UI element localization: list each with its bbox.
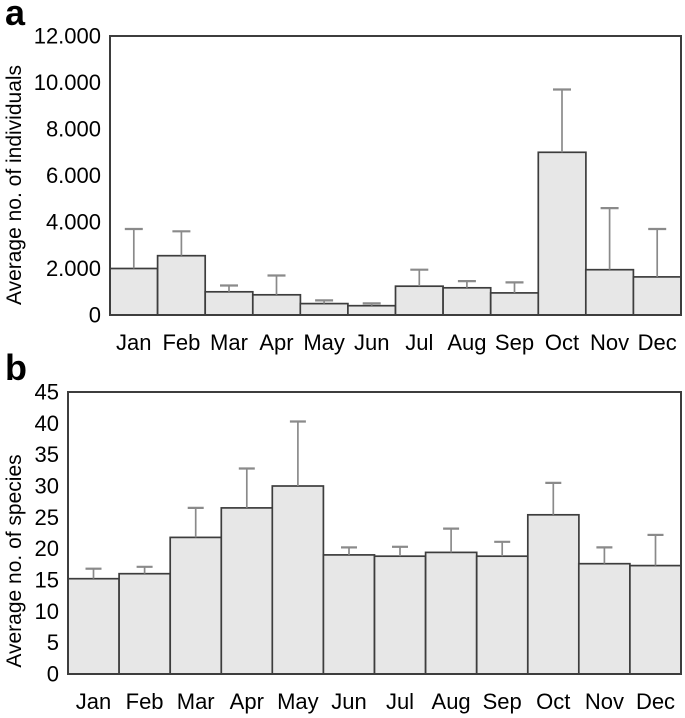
- xtick-label-b: May: [277, 689, 319, 714]
- bar-a-may: [299, 302, 349, 316]
- bar-a-feb: [156, 254, 207, 316]
- xtick-label-b: Jun: [331, 689, 366, 714]
- xtick-label-a: Nov: [590, 330, 629, 355]
- bar-a-mar: [204, 290, 254, 316]
- bar-b-sep: [475, 555, 529, 675]
- ytick-label-b: 20: [35, 536, 59, 561]
- panel-a-label: a: [5, 0, 26, 33]
- bar-a-apr: [251, 293, 302, 316]
- bar-a-oct: [537, 151, 587, 316]
- bar-b-apr: [220, 507, 274, 675]
- bar-b-mar: [169, 536, 223, 675]
- bar-b-oct: [526, 513, 580, 675]
- bar-a-aug: [442, 286, 492, 316]
- xtick-label-b: Jan: [76, 689, 111, 714]
- ytick-label-b: 25: [35, 505, 59, 530]
- xtick-label-a: Jan: [116, 330, 151, 355]
- bar-a-jun: [347, 304, 397, 316]
- ytick-label-a: 10.000: [34, 70, 101, 95]
- bar-a-jan: [109, 267, 159, 316]
- xtick-label-a: May: [303, 330, 345, 355]
- bar-a-sep: [489, 292, 540, 316]
- bar-a-jul: [394, 285, 444, 316]
- xtick-label-b: Nov: [585, 689, 624, 714]
- ytick-label-b: 10: [35, 599, 59, 624]
- ytick-label-a: 12.000: [34, 24, 101, 49]
- panel-b-chart: 0 5 10 15 20 25 30 35 40 45 Jan Feb Mar Apr May Jun Jul A…: [35, 380, 682, 714]
- ytick-label-b: 40: [35, 411, 59, 436]
- panel-b-label: b: [5, 347, 27, 388]
- bar-b-nov: [577, 562, 631, 675]
- xtick-label-a: Sep: [495, 330, 534, 355]
- bar-b-dec: [629, 564, 682, 675]
- xtick-label-a: Oct: [545, 330, 579, 355]
- bar-b-may: [271, 485, 325, 675]
- bar-a-nov: [584, 268, 635, 316]
- ytick-label-b: 5: [47, 630, 59, 655]
- plot-frame-b: [67, 391, 682, 675]
- xtick-label-b: Mar: [177, 689, 215, 714]
- xtick-label-b: Jul: [386, 689, 414, 714]
- panel-a-chart: 0 2.000 4.000 6.000 8.000 10.000 12.000 Jan Feb M…: [34, 24, 682, 355]
- bar-b-jun: [322, 554, 376, 675]
- bar-b-feb: [118, 572, 172, 675]
- bar-b-jul: [373, 555, 427, 675]
- ytick-label-b: 0: [47, 662, 59, 687]
- ytick-label-a: 0: [89, 303, 101, 328]
- bar-b-jan: [67, 577, 120, 675]
- ytick-label-a: 4.000: [46, 210, 101, 235]
- bar-b-aug: [424, 551, 478, 675]
- ytick-label-a: 2.000: [46, 256, 101, 281]
- xtick-label-a: Apr: [259, 330, 293, 355]
- xtick-label-a: Jun: [354, 330, 389, 355]
- xtick-label-b: Aug: [432, 689, 471, 714]
- xtick-label-b: Sep: [483, 689, 522, 714]
- ytick-label-b: 45: [35, 380, 59, 405]
- plot-frame-a: [109, 35, 682, 316]
- xtick-label-b: Feb: [126, 689, 164, 714]
- xtick-label-a: Dec: [638, 330, 677, 355]
- bar-a-dec: [632, 276, 682, 316]
- ytick-label-b: 30: [35, 474, 59, 499]
- xtick-label-b: Dec: [636, 689, 675, 714]
- xtick-label-a: Aug: [447, 330, 486, 355]
- xtick-label-a: Jul: [405, 330, 433, 355]
- ytick-label-b: 15: [35, 568, 59, 593]
- xtick-label-a: Feb: [162, 330, 200, 355]
- xtick-label-b: Oct: [536, 689, 570, 714]
- ytick-label-a: 6.000: [46, 163, 101, 188]
- xtick-label-b: Apr: [230, 689, 264, 714]
- ytick-label-b: 35: [35, 442, 59, 467]
- ytick-label-a: 8.000: [46, 117, 101, 142]
- xtick-label-a: Mar: [210, 330, 248, 355]
